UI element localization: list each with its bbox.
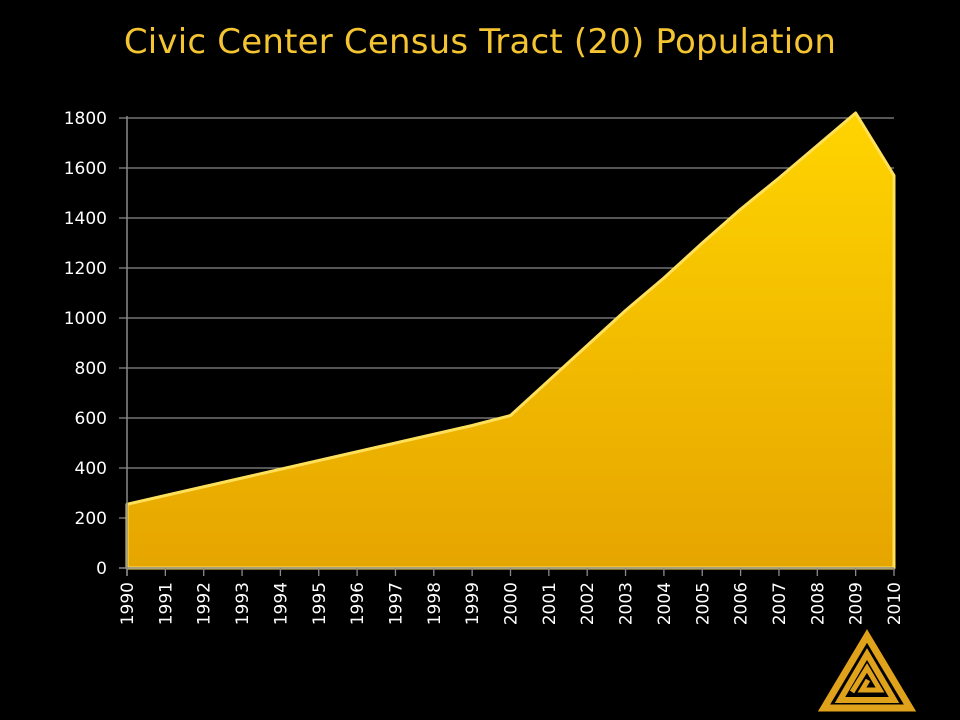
x-tick-label: 2007 bbox=[770, 582, 790, 625]
x-tick-label: 2008 bbox=[808, 582, 828, 625]
x-tick-label: 2000 bbox=[502, 582, 522, 625]
x-tick-label: 2006 bbox=[732, 582, 752, 625]
area-series-fill bbox=[125, 111, 896, 570]
x-tick-label: 1995 bbox=[310, 582, 330, 625]
area-series bbox=[125, 111, 896, 570]
x-tick-label: 1994 bbox=[271, 582, 291, 625]
x-tick-label: 2002 bbox=[578, 582, 598, 625]
triangle-logo-icon bbox=[817, 629, 917, 712]
x-tick-label: 2004 bbox=[655, 582, 675, 625]
x-tick-labels: 1990 1991 1992 1993 1994 1995 1996 1997 1998 1999… bbox=[118, 582, 905, 625]
x-tick-label: 1996 bbox=[348, 582, 368, 625]
x-tick-label: 1998 bbox=[425, 582, 445, 625]
y-tick-label: 800 bbox=[75, 359, 107, 379]
y-tick-label: 0 bbox=[96, 559, 107, 579]
y-tick-labels: 0 200 400 600 800 1000 1200 1400 1600 1800 bbox=[64, 109, 107, 579]
x-tick-label: 1999 bbox=[463, 582, 483, 625]
chart-title: Civic Center Census Tract (20) Populatio… bbox=[123, 22, 837, 62]
x-tick-label: 2003 bbox=[617, 582, 637, 625]
x-tick-label: 2005 bbox=[693, 582, 713, 625]
axes bbox=[119, 116, 895, 576]
y-tick-label: 1400 bbox=[64, 209, 107, 229]
x-tick-label: 2010 bbox=[885, 582, 905, 625]
y-tick-label: 1600 bbox=[64, 159, 107, 179]
y-tick-label: 600 bbox=[75, 409, 107, 429]
y-tick-label: 400 bbox=[75, 459, 107, 479]
x-tick-label: 1991 bbox=[156, 582, 176, 625]
x-tick-label: 2001 bbox=[540, 582, 560, 625]
y-tick-label: 1000 bbox=[64, 309, 107, 329]
y-tick-label: 200 bbox=[75, 509, 107, 529]
x-tick-label: 2009 bbox=[847, 582, 867, 625]
y-tick-label: 1800 bbox=[64, 109, 107, 129]
y-tick-label: 1200 bbox=[64, 259, 107, 279]
x-tick-label: 1990 bbox=[118, 582, 138, 625]
x-tick-label: 1992 bbox=[195, 582, 215, 625]
x-tick-label: 1993 bbox=[233, 582, 253, 625]
x-tick-label: 1997 bbox=[386, 582, 406, 625]
